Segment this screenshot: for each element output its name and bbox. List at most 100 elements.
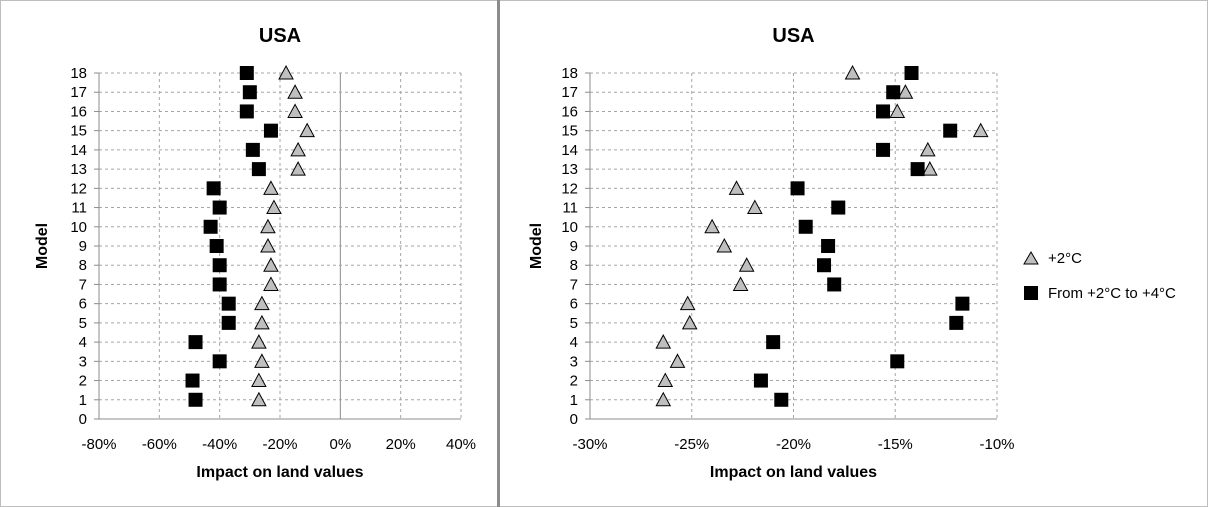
point-triangle (266, 199, 282, 215)
point-square (943, 123, 958, 138)
point-triangle (897, 84, 914, 99)
y-tick-label: 13 (561, 161, 578, 178)
y-tick-label: 9 (570, 238, 578, 255)
point-triangle (655, 334, 672, 349)
point-triangle (299, 122, 315, 138)
y-tick-label: 8 (79, 257, 87, 274)
point-square (209, 239, 224, 253)
y-tick-label: 6 (79, 296, 87, 313)
point-square (827, 277, 842, 292)
point-triangle (254, 314, 270, 330)
point-square (821, 239, 836, 253)
point-square (212, 354, 227, 369)
point-square (245, 142, 260, 157)
point-square (890, 354, 905, 369)
point-triangle (287, 103, 303, 118)
y-tick-label: 4 (570, 334, 578, 351)
point-triangle (287, 84, 303, 99)
x-tick-label: -20% (262, 436, 297, 453)
x-tick-label: -10% (979, 436, 1014, 453)
point-square (753, 373, 768, 388)
point-triangle (919, 141, 936, 157)
y-axis-label: Model (34, 223, 51, 269)
point-triangle (655, 391, 672, 407)
x-tick-label: 20% (386, 436, 416, 453)
y-tick-label: 6 (570, 296, 578, 313)
x-tick-label: -15% (878, 436, 913, 453)
point-triangle (669, 353, 686, 368)
point-square (876, 142, 891, 157)
point-triangle (746, 199, 763, 215)
y-tick-label: 18 (70, 65, 87, 82)
point-triangle (716, 237, 733, 253)
x-tick-label: 0% (329, 436, 351, 453)
x-tick-label: -20% (776, 436, 811, 453)
point-triangle (278, 64, 294, 80)
point-triangle (251, 372, 267, 388)
legend-item-2c: +2°C (1022, 248, 1176, 268)
y-tick-label: 7 (79, 276, 87, 293)
point-square (831, 200, 846, 215)
x-tick-label: -25% (674, 436, 709, 453)
point-triangle (679, 295, 696, 311)
x-axis-label: Impact on land values (710, 464, 877, 481)
point-square (817, 258, 832, 273)
y-tick-label: 17 (561, 84, 578, 101)
y-tick-label: 0 (570, 411, 578, 428)
point-square (949, 315, 964, 330)
point-triangle (889, 103, 906, 118)
point-triangle (704, 218, 720, 234)
y-tick-label: 15 (561, 123, 578, 140)
point-square (188, 392, 203, 407)
panel-divider (497, 0, 500, 507)
y-tick-label: 11 (562, 200, 578, 217)
point-square (263, 123, 278, 138)
point-triangle (972, 122, 989, 138)
y-tick-label: 8 (570, 257, 578, 274)
y-tick-label: 2 (79, 373, 87, 390)
x-tick-label: -80% (81, 436, 116, 453)
y-tick-label: 16 (70, 103, 87, 120)
x-tick-label: -40% (202, 436, 237, 453)
point-square (790, 181, 805, 196)
y-tick-label: 10 (561, 219, 578, 236)
y-tick-label: 1 (570, 392, 578, 409)
point-square (239, 104, 254, 119)
point-square (221, 296, 236, 311)
point-triangle (263, 180, 279, 195)
y-tick-label: 14 (561, 142, 578, 159)
point-square (212, 277, 227, 292)
point-triangle (251, 391, 267, 407)
point-square (955, 296, 970, 311)
chart-right: -30% -25% -20% -15% -10%01234567891011121314… (528, 25, 1015, 481)
point-triangle (657, 372, 674, 388)
point-triangle (254, 295, 270, 311)
y-tick-label: 4 (79, 334, 87, 351)
triangle-marker-icon (1022, 249, 1040, 267)
y-axis-label: Model (528, 223, 545, 269)
point-triangle (681, 314, 698, 330)
point-square (212, 200, 227, 215)
point-square (774, 392, 789, 407)
point-square (212, 258, 227, 273)
chart-left: -80% -60% -40% -20% 0% 20% 40%0123456789101112… (34, 25, 476, 481)
point-square (251, 162, 266, 177)
x-tick-label: -60% (142, 436, 177, 453)
chart-title: USA (772, 25, 814, 47)
x-tick-label: -30% (572, 436, 607, 453)
x-tick-label: 40% (446, 436, 476, 453)
point-square (904, 66, 919, 80)
point-triangle (251, 334, 267, 349)
y-tick-label: 17 (70, 84, 87, 101)
point-square (910, 162, 925, 177)
point-square (239, 66, 254, 80)
y-tick-label: 1 (79, 392, 87, 409)
legend: +2°C From +2°C to +4°C (1022, 248, 1176, 318)
y-tick-label: 2 (570, 373, 578, 390)
point-triangle (260, 218, 276, 234)
point-triangle (263, 276, 279, 291)
y-tick-label: 3 (570, 353, 578, 370)
y-tick-label: 5 (570, 315, 578, 332)
point-square (188, 335, 203, 350)
legend-label-2c-to-4c: From +2°C to +4°C (1048, 284, 1176, 302)
